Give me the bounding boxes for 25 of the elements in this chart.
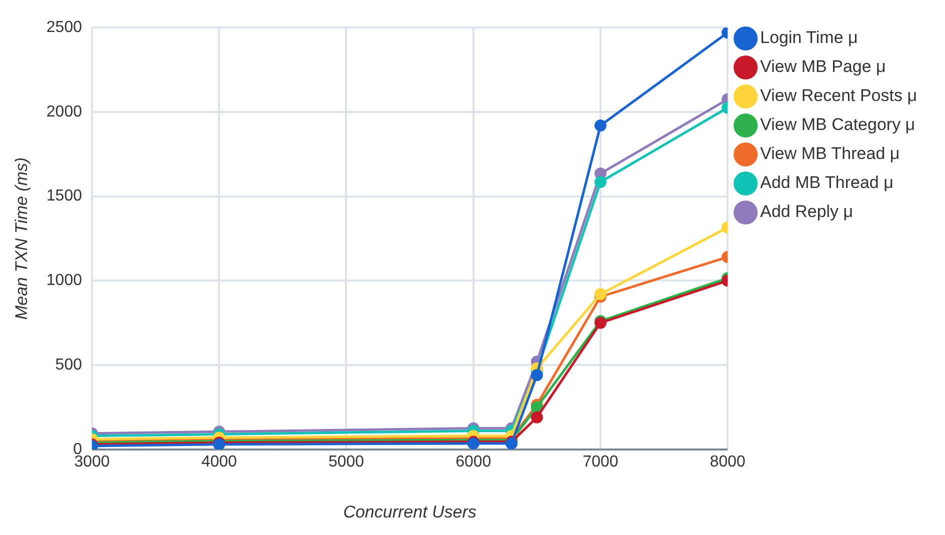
legend-label: View MB Category μ — [760, 115, 916, 134]
x-tick-label: 8000 — [710, 453, 746, 470]
legend-label: View Recent Posts μ — [760, 86, 918, 106]
x-tick-label: 7000 — [582, 453, 618, 470]
legend-label: Add MB Thread μ — [760, 173, 894, 192]
x-tick-label: 6000 — [456, 453, 492, 470]
point — [594, 119, 606, 132]
point — [530, 411, 543, 424]
point — [594, 176, 606, 188]
x-axis-title: Concurrent Users — [343, 502, 477, 522]
y-axis-title: Mean TXN Time (ms) — [12, 157, 31, 320]
y-tick-label: 2500 — [46, 19, 82, 36]
y-tick-label: 1000 — [46, 272, 82, 290]
x-tick-label: 5000 — [328, 453, 364, 470]
point — [594, 288, 606, 300]
x-tick-label: 3000 — [74, 453, 110, 470]
legend-label: View MB Page μ — [760, 57, 886, 76]
y-tick-label: 500 — [55, 356, 82, 374]
legend-label: Login Time μ — [760, 28, 858, 48]
x-tick-label: 4000 — [201, 453, 238, 470]
legend-label: Add Reply μ — [760, 202, 854, 222]
y-tick-label: 2000 — [46, 103, 82, 120]
y-tick-label: 1500 — [46, 188, 82, 205]
point — [530, 369, 543, 382]
legend-label: View MB Thread μ — [760, 144, 900, 164]
